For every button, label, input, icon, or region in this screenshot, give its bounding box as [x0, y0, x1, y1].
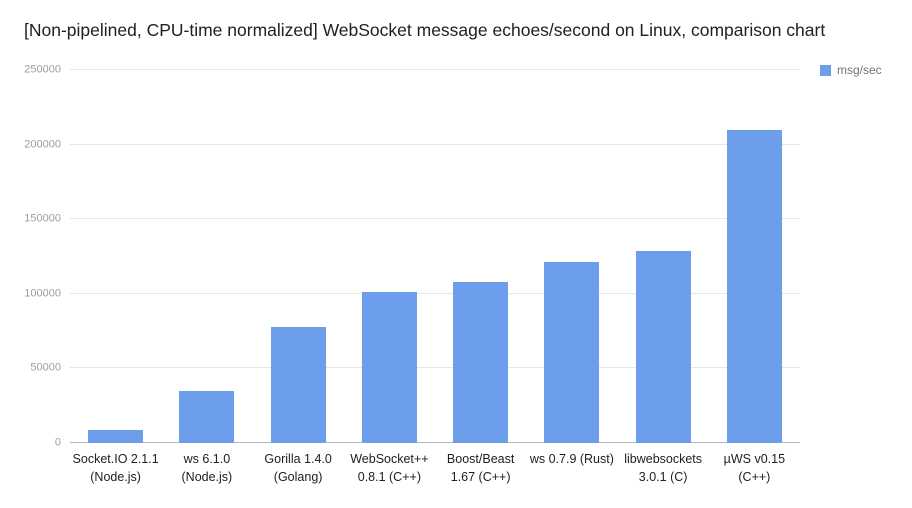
bar-7[interactable] [635, 250, 691, 443]
x-category-label: Boost/Beast 1.67 (C++) [446, 452, 515, 484]
x-category-label: Gorilla 1.4.0 (Golang) [264, 452, 332, 484]
bar-8[interactable] [726, 129, 782, 443]
bar-band [709, 70, 800, 443]
x-axis-baseline [70, 442, 800, 443]
bar-band [70, 70, 161, 443]
bars-container [70, 70, 800, 443]
y-tick-label: 0 [54, 436, 61, 449]
bar-6[interactable] [544, 262, 600, 443]
y-tick-label: 250000 [24, 63, 61, 76]
x-category-label: µWS v0.15 (C++) [723, 452, 786, 484]
y-tick-label: 150000 [24, 212, 61, 225]
x-axis-labels: Socket.IO 2.1.1 (Node.js) ws 6.1.0 (Node.… [70, 451, 800, 486]
legend-label: msg/sec [837, 63, 882, 77]
plot-area: 0 50000 100000 150000 200000 250000 [24, 64, 800, 448]
gridline [70, 69, 800, 70]
gridline [70, 292, 800, 294]
gridline [70, 218, 800, 220]
y-tick-label: 50000 [30, 361, 61, 374]
y-tick-label: 200000 [24, 138, 61, 151]
x-category-label: Socket.IO 2.1.1 (Node.js) [72, 452, 159, 484]
bar-4[interactable] [361, 292, 417, 443]
bar-band [161, 70, 252, 443]
x-category-label: WebSocket++ 0.8.1 (C++) [350, 452, 429, 484]
legend: msg/sec [820, 63, 882, 77]
legend-swatch-icon [820, 64, 831, 76]
x-category-label: ws 0.7.9 (Rust) [529, 452, 614, 466]
bar-1[interactable] [88, 429, 144, 443]
bar-band [344, 70, 435, 443]
bar-band [526, 70, 617, 443]
bar-band [435, 70, 526, 443]
gridline [70, 143, 800, 145]
x-category-label: ws 6.1.0 (Node.js) [181, 452, 233, 484]
bar-5[interactable] [453, 281, 509, 443]
bar-3[interactable] [270, 326, 326, 443]
bar-band [253, 70, 344, 443]
chart-title: [Non-pipelined, CPU-time normalized] Web… [24, 20, 826, 40]
bar-2[interactable] [179, 390, 235, 443]
y-tick-label: 100000 [24, 287, 61, 300]
gridline [70, 367, 800, 369]
bar-band [618, 70, 709, 443]
x-category-label: libwebsockets 3.0.1 (C) [624, 452, 703, 484]
